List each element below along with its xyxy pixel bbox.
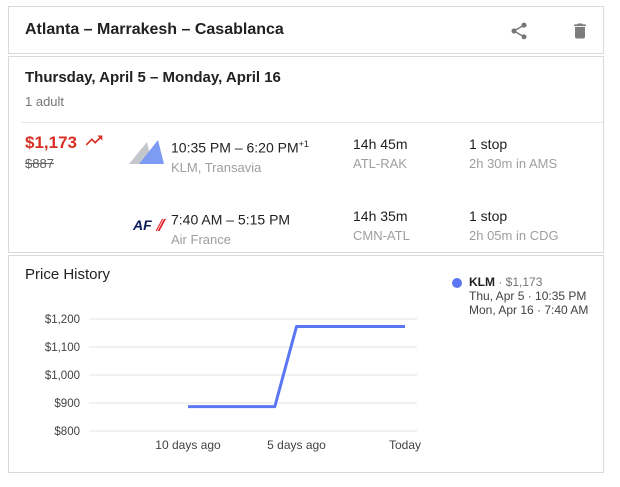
- klm-transavia-logo: [127, 137, 167, 169]
- y-axis-tick-label: $800: [54, 426, 80, 438]
- flight-duration-col: 14h 35m CMN-ATL: [353, 207, 410, 245]
- flight-stops: 1 stop: [469, 136, 508, 152]
- legend-line-price: KLM · $1,173: [469, 275, 543, 289]
- previous-price: $887: [25, 156, 54, 171]
- trash-icon: [570, 23, 590, 44]
- y-axis-tick-label: $1,000: [45, 370, 80, 382]
- air-france-logo: AF: [127, 211, 167, 243]
- flight-stops-col: 1 stop 2h 30m in AMS: [469, 135, 557, 173]
- flight-stops: 1 stop: [469, 208, 508, 224]
- itinerary-card: Thursday, April 5 – Monday, April 16 1 a…: [8, 56, 604, 253]
- flight-layover: 2h 30m in AMS: [469, 156, 558, 171]
- price-history-chart: $800 $900 $1,000 $1,100 $1,200 10 days ago 5 d…: [45, 314, 421, 452]
- x-axis-tick-label: 10 days ago: [155, 438, 221, 452]
- air-france-logo-text: AF: [133, 217, 152, 233]
- plus-one-day: +1: [298, 139, 309, 149]
- flight-duration: 14h 35m: [353, 208, 408, 224]
- flight-times-col: 7:40 AM – 5:15 PM Air France: [171, 207, 290, 249]
- legend-return: Mon, Apr 16 · 7:40 AM: [469, 303, 589, 317]
- flight-stops-col: 1 stop 2h 05m in CDG: [469, 207, 559, 245]
- trip-passengers: 1 adult: [25, 94, 65, 109]
- price-history-card: Price History KLM · $1,173 Thu, Apr 5 · …: [8, 255, 604, 473]
- current-price: $1,173: [25, 133, 106, 153]
- trip-dates: Thursday, April 5 – Monday, April 16: [25, 69, 281, 86]
- route-title: Atlanta – Marrakesh – Casablanca: [25, 21, 284, 38]
- trending-up-icon: [82, 133, 106, 153]
- x-axis-tick-label: Today: [389, 438, 421, 452]
- y-axis-tick-label: $1,100: [45, 342, 80, 354]
- legend-depart: Thu, Apr 5 · 10:35 PM: [469, 289, 587, 303]
- price-line-klm: [188, 325, 405, 409]
- flight-times: 10:35 PM – 6:20 PM+1: [171, 139, 309, 156]
- chart-legend: KLM · $1,173 Thu, Apr 5 · 10:35 PM Mon, …: [452, 275, 588, 317]
- flight-route: ATL-RAK: [353, 156, 407, 171]
- flight-times: 7:40 AM – 5:15 PM: [171, 211, 291, 228]
- current-price-value: $1,173: [25, 133, 77, 152]
- share-button[interactable]: [505, 17, 533, 45]
- flight-duration: 14h 45m: [353, 136, 408, 152]
- flight-route: CMN-ATL: [353, 228, 410, 243]
- share-icon: [509, 22, 529, 44]
- divider: [21, 122, 603, 123]
- flight-duration-col: 14h 45m ATL-RAK: [353, 135, 407, 173]
- legend-dot: [452, 278, 462, 288]
- price-block: $1,173 $887: [25, 133, 106, 171]
- y-axis-tick-label: $1,200: [45, 314, 80, 326]
- price-history-title: Price History: [25, 266, 111, 283]
- flight-layover: 2h 05m in CDG: [469, 228, 559, 243]
- y-axis-tick-label: $900: [54, 398, 80, 410]
- delete-button[interactable]: [566, 17, 594, 45]
- itinerary-header-card: Atlanta – Marrakesh – Casablanca: [8, 6, 604, 54]
- flight-airlines: Air France: [171, 231, 231, 247]
- flight-row-return[interactable]: AF 7:40 AM – 5:15 PM Air France 14h 35m …: [9, 203, 603, 259]
- flight-times-col: 10:35 PM – 6:20 PM+1 KLM, Transavia: [171, 135, 309, 177]
- flight-row-outbound[interactable]: 10:35 PM – 6:20 PM+1 KLM, Transavia 14h …: [9, 131, 603, 187]
- x-axis-tick-label: 5 days ago: [267, 438, 326, 452]
- flight-airlines: KLM, Transavia: [171, 159, 262, 175]
